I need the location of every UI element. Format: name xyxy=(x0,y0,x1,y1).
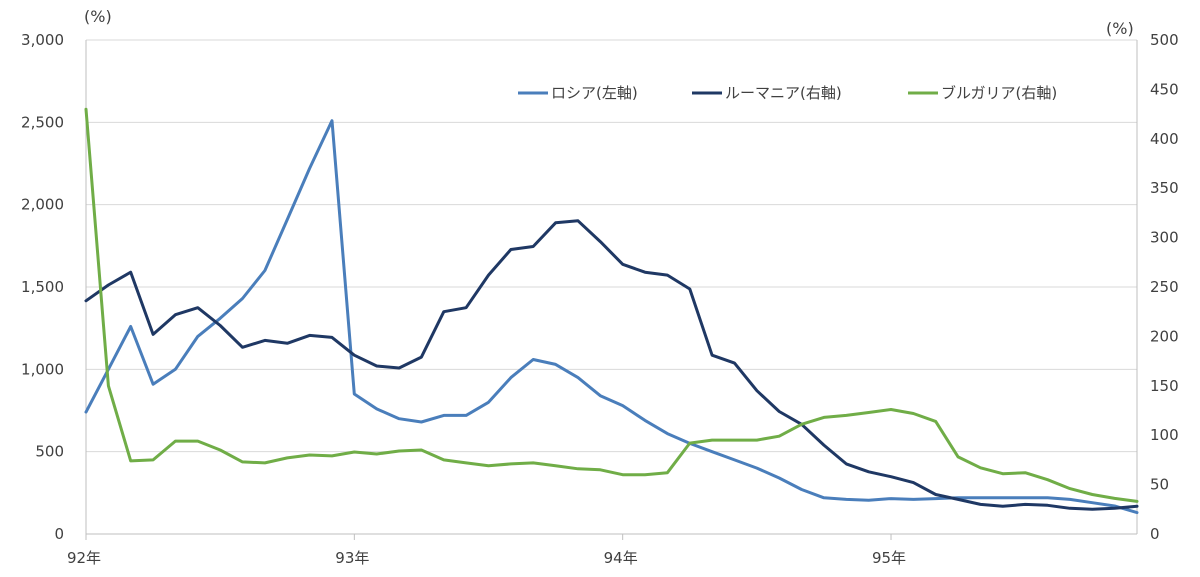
legend-label-romania: ルーマニア(右軸) xyxy=(725,84,842,102)
left-tick-label: 2,000 xyxy=(21,196,64,214)
right-tick-label: 0 xyxy=(1150,525,1160,543)
right-tick-label: 300 xyxy=(1150,229,1179,247)
right-tick-label: 500 xyxy=(1150,31,1179,49)
right-tick-label: 400 xyxy=(1150,130,1179,148)
right-tick-label: 150 xyxy=(1150,377,1179,395)
series-line-russia xyxy=(84,119,1139,515)
right-tick-label: 250 xyxy=(1150,278,1179,296)
left-tick-label: 2,500 xyxy=(21,113,64,131)
legend-label-russia: ロシア(左軸) xyxy=(551,84,638,102)
x-tick-label: 92年 xyxy=(67,549,101,567)
right-tick-label: 350 xyxy=(1150,179,1179,197)
left-tick-label: 1,500 xyxy=(21,278,64,296)
left-tick-label: 1,000 xyxy=(21,360,64,378)
right-axis-ticks: 0 50 100 150 200 250 300 350 400 450 500 xyxy=(1150,31,1179,543)
left-tick-label: 0 xyxy=(54,525,64,543)
left-tick-label: 500 xyxy=(35,443,64,461)
grid-lines xyxy=(86,39,1137,453)
x-tick-label: 95年 xyxy=(872,549,906,567)
right-tick-label: 50 xyxy=(1150,476,1169,494)
x-tick-label: 93年 xyxy=(335,549,369,567)
right-axis-unit: (%) xyxy=(1106,19,1134,38)
left-axis-ticks: 0 500 1,000 1,500 2,000 2,500 3,000 xyxy=(21,31,64,543)
series-lines xyxy=(84,107,1139,515)
series-line-romania xyxy=(84,219,1139,511)
series-line-bulgaria xyxy=(84,107,1139,503)
right-tick-label: 450 xyxy=(1150,80,1179,98)
x-tick-label: 94年 xyxy=(604,549,638,567)
left-axis-unit: (%) xyxy=(84,7,112,26)
legend: ロシア(左軸) ルーマニア(右軸) ブルガリア(右軸) xyxy=(518,84,1057,102)
legend-label-bulgaria: ブルガリア(右軸) xyxy=(941,84,1057,102)
left-tick-label: 3,000 xyxy=(21,31,64,49)
x-axis-ticks: 92年 93年 94年 95年 xyxy=(67,534,906,567)
right-tick-label: 200 xyxy=(1150,327,1179,345)
right-tick-label: 100 xyxy=(1150,426,1179,444)
